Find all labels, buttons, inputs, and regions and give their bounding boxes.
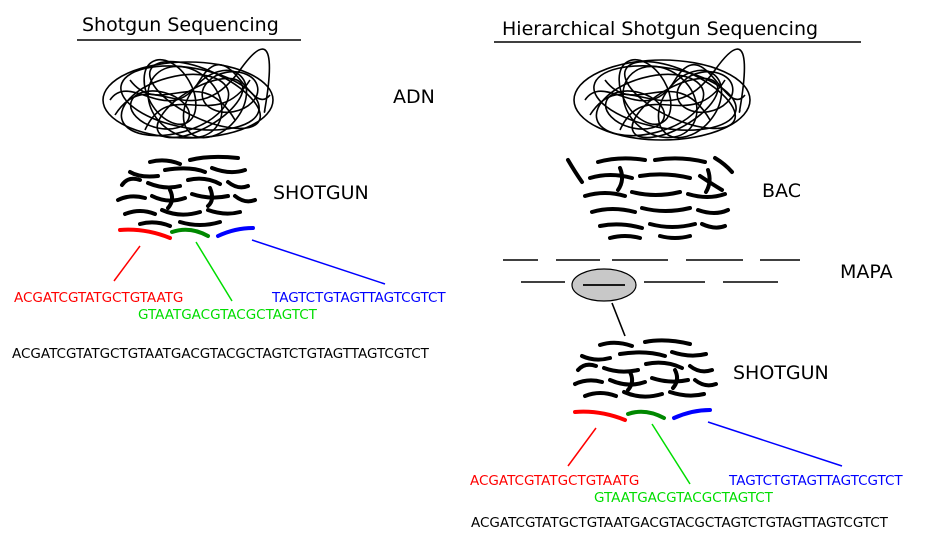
right-bac-fragments <box>566 156 734 240</box>
right-green-pointer <box>651 423 691 485</box>
left-blue-pointer <box>251 239 386 285</box>
right-fragment-green: GTAATGACGTACGCTAGTCT <box>594 490 774 506</box>
right-green-read <box>626 409 666 420</box>
right-shotgun-fragments <box>573 338 718 399</box>
left-fragment-green: GTAATGACGTACGCTAGTCT <box>138 307 318 323</box>
right-bac-label: BAC <box>762 180 801 202</box>
left-assembled-sequence: ACGATCGTATGCTGTAATGACGTACGCTAGTCTGTAGTTA… <box>12 346 430 362</box>
left-red-pointer <box>113 245 141 282</box>
left-dna-label: ADN <box>393 86 435 108</box>
right-assembled-sequence: ACGATCGTATGCTGTAATGACGTACGCTAGTCTGTAGTTA… <box>471 515 889 531</box>
left-red-read <box>118 227 172 240</box>
right-map-label: MAPA <box>840 261 893 283</box>
right-red-read <box>573 409 627 422</box>
left-shotgun-label: SHOTGUN <box>273 182 369 204</box>
right-fragment-red: ACGATCGTATGCTGTAATG <box>470 473 639 489</box>
right-red-pointer <box>567 427 597 467</box>
left-fragment-blue: TAGTCTGTAGTTAGTCGTCT <box>271 290 446 306</box>
left-panel: Shotgun Sequencing ADN <box>12 14 446 362</box>
left-fragment-red: ACGATCGTATGCTGTAATG <box>14 290 183 306</box>
right-blue-pointer <box>707 421 843 467</box>
right-oval-connector <box>611 302 626 337</box>
left-shotgun-fragments <box>116 154 257 228</box>
left-title: Shotgun Sequencing <box>82 14 279 36</box>
right-shotgun-label: SHOTGUN <box>733 362 829 384</box>
left-dna-tangle <box>102 48 274 139</box>
right-dna-tangle <box>573 48 751 141</box>
right-title: Hierarchical Shotgun Sequencing <box>502 18 818 40</box>
right-fragment-blue: TAGTCTGTAGTTAGTCGTCT <box>728 473 903 489</box>
right-panel: Hierarchical Shotgun Sequencing <box>470 18 903 531</box>
right-blue-read <box>672 408 712 420</box>
right-colored-reads <box>573 408 712 422</box>
left-blue-read <box>216 226 255 238</box>
left-green-pointer <box>195 241 233 302</box>
left-colored-reads <box>118 226 255 240</box>
right-physical-map <box>503 259 800 283</box>
left-green-read <box>170 227 210 238</box>
